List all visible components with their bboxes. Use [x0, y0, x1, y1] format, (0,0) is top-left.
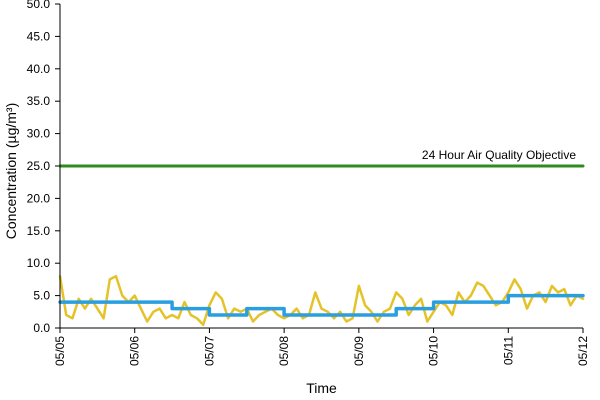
x-tick-label: 05/06 [128, 336, 142, 366]
y-tick-label: 15.0 [27, 224, 51, 238]
x-tick-label: 05/12 [576, 336, 590, 366]
series-layer [58, 164, 585, 327]
y-tick-label: 40.0 [27, 62, 51, 76]
objective-annotation: 24 Hour Air Quality Objective [422, 148, 576, 162]
y-axis-title: Concentration (µg/m³) [3, 103, 19, 239]
y-tick-label: 35.0 [27, 94, 51, 108]
x-tick-label: 05/11 [501, 336, 515, 365]
y-tick-label: 5.0 [33, 289, 50, 303]
y-tick-label: 0.0 [33, 321, 50, 335]
x-tick-label: 05/05 [53, 336, 67, 366]
y-axis: 0.0 5.0 10.0 15.0 20.0 25.0 30.0 35.0 40.0 45.0 50… [27, 0, 60, 335]
y-tick-label: 45.0 [27, 29, 51, 43]
y-tick-label: 50.0 [27, 0, 51, 11]
x-tick-label: 05/08 [277, 336, 291, 366]
daily-average-line [58, 293, 585, 317]
y-tick-label: 25.0 [27, 159, 51, 173]
x-tick-label: 05/10 [427, 336, 441, 366]
x-axis-title: Time [306, 380, 337, 396]
y-tick-label: 30.0 [27, 127, 51, 141]
y-tick-label: 10.0 [27, 256, 51, 270]
x-tick-label: 05/07 [202, 336, 216, 366]
x-axis: 05/05 05/06 05/07 05/08 05/09 05/10 05/11 05/12 [53, 328, 590, 366]
x-tick-label: 05/09 [352, 336, 366, 366]
y-tick-label: 20.0 [27, 191, 51, 205]
hourly-concentration-line [58, 274, 585, 327]
